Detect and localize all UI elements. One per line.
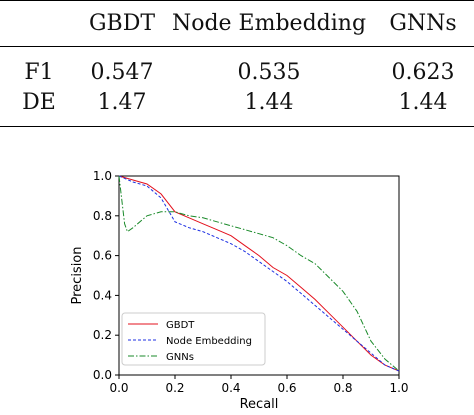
x-axis-label: Recall [240,397,279,410]
legend-label-node-embedding: Node Embedding [166,336,252,347]
table-row-label: DE [22,89,56,115]
x-tick-label: 0.6 [277,381,296,395]
y-tick-label: 0.0 [93,368,112,382]
precision-recall-chart: 0.0 0.2 0.4 0.6 0.8 1.0 0.0 0.2 0.4 0.6 0.8 1.0 Re… [0,150,474,412]
legend-label-gbdt: GBDT [166,320,195,331]
legend: GBDT Node Embedding GNNs [121,312,266,366]
y-axis-ticks: 0.0 0.2 0.4 0.6 0.8 1.0 [93,169,119,382]
table-header-row: GBDT Node Embedding GNNs [0,1,474,47]
y-tick-label: 1.0 [93,169,112,183]
legend-label-gnns: GNNs [166,352,194,363]
series-line-gbdt [118,175,400,372]
table-cell: 0.535 [237,59,301,85]
table-cell: 1.47 [97,89,147,115]
table-header-cell: GBDT [88,11,156,36]
y-axis-label: Precision [70,246,85,304]
table-header-cell [0,1,78,47]
table-row: DE 1.47 1.44 1.44 [0,86,474,127]
x-axis-ticks: 0.0 0.2 0.4 0.6 0.8 1.0 [109,375,409,395]
series-line-gnns [118,175,400,372]
plot-frame [118,175,400,376]
table-cell: 0.547 [90,59,154,85]
y-tick-label: 0.8 [93,209,112,223]
table-cell: 0.623 [391,59,455,85]
x-tick-label: 1.0 [389,381,408,395]
x-tick-label: 0.8 [333,381,352,395]
x-tick-label: 0.0 [109,381,128,395]
y-tick-label: 0.6 [93,249,112,263]
series-lines [118,175,400,372]
y-tick-label: 0.4 [93,288,112,302]
results-table-container: GBDT Node Embedding GNNs F1 0.547 0.535 … [0,0,474,127]
results-table: GBDT Node Embedding GNNs F1 0.547 0.535 … [0,0,474,127]
chart-svg: 0.0 0.2 0.4 0.6 0.8 1.0 0.0 0.2 0.4 0.6 0.8 1.0 Re… [70,169,409,412]
legend-box [121,312,266,366]
table-cell: 1.44 [398,89,448,115]
table-header-cell: GNNs [389,11,457,36]
table-row: F1 0.547 0.535 0.623 [0,47,474,87]
x-tick-label: 0.2 [165,381,184,395]
table-header-cell: Node Embedding [171,11,367,36]
x-tick-label: 0.4 [221,381,240,395]
y-tick-label: 0.2 [93,328,112,342]
table-row-label: F1 [24,59,54,85]
table-cell: 1.44 [244,89,294,115]
series-line-node-embedding [118,175,400,372]
